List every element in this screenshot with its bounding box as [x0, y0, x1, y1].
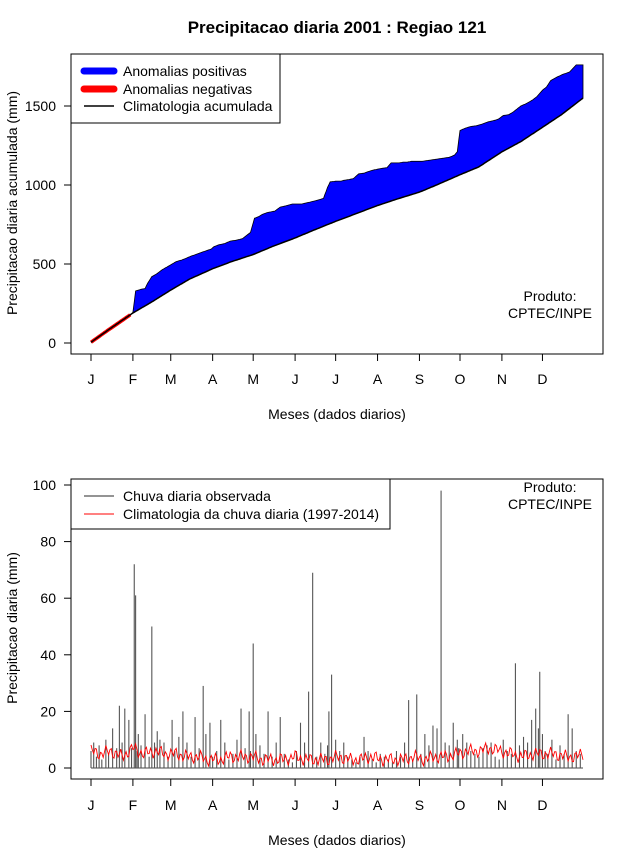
bottom-x-label: Meses (dados diarios) [268, 832, 406, 848]
bottom-x-tick-label: A [208, 797, 218, 813]
bottom-y-tick-label: 80 [40, 534, 56, 550]
bottom-panel: 0 20 40 60 80 100 J F M A M J J A S O N D Meses (dados d… [4, 477, 604, 848]
legend-item-negative: Anomalias negativas [123, 81, 252, 97]
bottom-y-tick-label: 0 [48, 760, 56, 776]
bottom-x-tick-label: J [88, 797, 95, 813]
bottom-annotation-line2: CPTEC/INPE [508, 496, 592, 512]
bottom-x-tick-label: M [247, 797, 259, 813]
bottom-x-tick-label: F [129, 797, 138, 813]
bottom-x-tick-label: D [537, 797, 547, 813]
bottom-legend-box [70, 478, 391, 530]
bottom-y-tick-label: 20 [40, 703, 56, 719]
top-x-tick-label: A [373, 371, 383, 387]
top-x-tick-label: J [292, 371, 299, 387]
legend-item-observed: Chuva diaria observada [123, 488, 271, 504]
top-x-tick-label: M [247, 371, 259, 387]
top-x-tick-label: A [208, 371, 218, 387]
legend-item-climatology: Climatologia acumulada [123, 98, 273, 114]
top-annotation-line1: Produto: [524, 288, 577, 304]
top-y-tick-label: 0 [48, 335, 56, 351]
bottom-x-tick-label: J [292, 797, 299, 813]
bottom-x-tick-label: O [455, 797, 466, 813]
bottom-y-label: Precipitacao diaria (mm) [4, 552, 20, 704]
top-x-label: Meses (dados diarios) [268, 406, 406, 422]
climatology-accumulated-line [90, 97, 584, 343]
top-y-axis: 0 500 1000 1500 [25, 98, 71, 351]
bottom-annotation-line1: Produto: [524, 479, 577, 495]
daily-climatology-path [90, 741, 584, 768]
top-x-tick-label: M [165, 371, 177, 387]
top-x-tick-label: J [88, 371, 95, 387]
bottom-x-tick-label: S [415, 797, 424, 813]
bottom-y-tick-label: 40 [40, 647, 56, 663]
top-x-tick-label: O [455, 371, 466, 387]
bottom-x-tick-label: J [332, 797, 339, 813]
bottom-y-axis: 0 20 40 60 80 100 [33, 477, 71, 776]
bottom-y-tick-label: 60 [40, 590, 56, 606]
top-plot-frame [70, 53, 604, 355]
top-x-tick-label: J [332, 371, 339, 387]
legend-item-positive: Anomalias positivas [123, 63, 247, 79]
legend-item-climatology-daily: Climatologia da chuva diaria (1997-2014) [123, 506, 379, 522]
top-x-tick-label: D [537, 371, 547, 387]
top-y-tick-label: 1000 [25, 177, 56, 193]
top-x-tick-label: S [415, 371, 424, 387]
bottom-legend: Chuva diaria observada Climatologia da c… [70, 478, 391, 530]
top-panel: 0 500 1000 1500 J F M A M J J A S O N D Meses (dados d… [4, 53, 604, 422]
chart-title: Precipitacao diaria 2001 : Regiao 121 [188, 18, 487, 37]
top-x-tick-label: F [129, 371, 138, 387]
top-legend: Anomalias positivas Anomalias negativas … [70, 53, 281, 124]
top-x-tick-label: N [497, 371, 507, 387]
bottom-x-tick-label: M [165, 797, 177, 813]
top-annotation-line2: CPTEC/INPE [508, 305, 592, 321]
top-y-tick-label: 500 [33, 256, 57, 272]
bottom-x-tick-label: A [373, 797, 383, 813]
top-anomaly-area [90, 64, 584, 344]
top-y-tick-label: 1500 [25, 98, 56, 114]
daily-climatology-line [90, 741, 584, 768]
bottom-y-tick-label: 100 [33, 477, 57, 493]
bottom-x-tick-label: N [497, 797, 507, 813]
top-y-label: Precipitacao diaria acumulada (mm) [4, 91, 20, 315]
observed-rain-bars [90, 490, 583, 769]
